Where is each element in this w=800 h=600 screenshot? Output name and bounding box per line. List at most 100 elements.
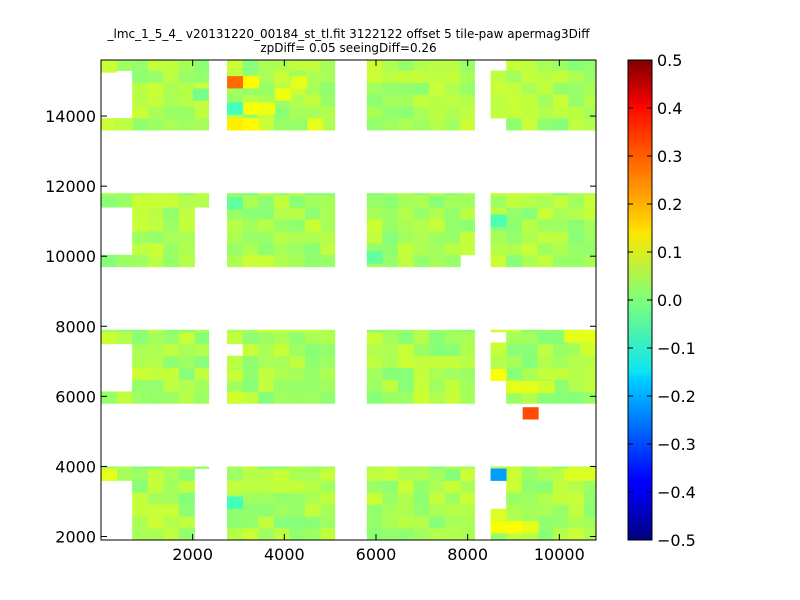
heatmap-cell (178, 207, 195, 220)
heatmap-cell (304, 60, 321, 71)
heatmap-cell (521, 492, 538, 505)
heatmap-cell (413, 70, 430, 83)
heatmap-cell (178, 331, 195, 345)
heatmap-cell (258, 379, 275, 392)
heatmap-cell (242, 331, 259, 345)
heatmap-cell (429, 219, 446, 232)
heatmap-cell (429, 329, 446, 333)
heatmap-cell (132, 230, 149, 244)
heatmap-cell (132, 219, 149, 232)
heatmap-cell (537, 343, 554, 357)
heatmap-cell (444, 492, 461, 505)
heatmap-cell (506, 331, 523, 345)
heatmap-cell (178, 492, 195, 505)
heatmap-cell (506, 195, 523, 208)
heatmap-cell (537, 106, 554, 119)
heatmap-cell (163, 193, 180, 196)
heatmap-cell (366, 528, 383, 540)
heatmap-cell (227, 230, 244, 244)
heatmap-cell (460, 343, 475, 357)
heatmap-cell (537, 480, 554, 493)
heatmap-cell (163, 367, 180, 380)
heatmap-cell (537, 504, 554, 517)
heatmap-cell-highlight (117, 118, 134, 131)
heatmap-cell (506, 504, 523, 517)
heatmap-cell (413, 106, 430, 119)
heatmap-cell (320, 106, 336, 119)
heatmap-cell (258, 466, 275, 469)
heatmap-cell (242, 528, 259, 540)
heatmap-cell (521, 355, 538, 369)
heatmap-cell (398, 254, 414, 268)
heatmap-cell (163, 94, 180, 107)
heatmap-cell (460, 391, 475, 404)
heatmap-cell (320, 504, 336, 517)
heatmap-cell (258, 343, 275, 357)
heatmap-cell (147, 60, 164, 71)
heatmap-cell (398, 466, 414, 469)
heatmap-cell (289, 118, 306, 131)
heatmap-cell (194, 379, 210, 392)
heatmap-cell (366, 219, 383, 232)
heatmap-cell (242, 468, 259, 481)
heatmap-cell-highlight (227, 102, 244, 115)
heatmap-cell (178, 528, 195, 540)
heatmap-cell (258, 219, 275, 232)
heatmap-cell (258, 367, 275, 380)
heatmap-cell (584, 254, 596, 268)
heatmap-cell (258, 193, 275, 196)
heatmap-cell-highlight (563, 468, 580, 481)
heatmap-cell (444, 355, 461, 369)
heatmap-cell (398, 492, 414, 505)
heatmap-cell (101, 331, 117, 345)
heatmap-cell (258, 331, 275, 345)
heatmap-cell (568, 219, 585, 232)
heatmap-cell (163, 468, 180, 481)
heatmap-cell (568, 355, 585, 369)
heatmap-cell (537, 355, 554, 369)
heatmap-cell (178, 466, 195, 469)
heatmap-cell (289, 528, 306, 540)
heatmap-cell (147, 492, 164, 505)
heatmap-cell (506, 60, 523, 71)
heatmap-cell (273, 230, 290, 244)
heatmap-cell (413, 468, 430, 481)
heatmap-cell (413, 230, 430, 244)
heatmap-cell (552, 504, 569, 517)
heatmap-cell (552, 355, 569, 369)
heatmap-cell (521, 219, 538, 232)
heatmap-cell (521, 118, 538, 131)
heatmap-cell (460, 230, 475, 244)
heatmap-cell (506, 329, 523, 333)
heatmap-cell (444, 94, 461, 107)
heatmap-cell (258, 242, 275, 256)
heatmap-cell (132, 106, 149, 119)
heatmap-cell (227, 60, 244, 71)
heatmap-cell-highlight (522, 380, 539, 394)
heatmap-cell (584, 379, 596, 392)
heatmap-cell (320, 355, 336, 369)
heatmap-cell (552, 82, 569, 95)
heatmap-cell (258, 504, 275, 517)
heatmap-cell-highlight (307, 118, 324, 131)
heatmap-cell (444, 118, 461, 131)
heatmap-cell (506, 528, 523, 540)
heatmap-cell (521, 331, 538, 345)
heatmap-cell (506, 343, 523, 357)
heatmap-cell (568, 379, 585, 392)
heatmap-cell (444, 516, 461, 529)
heatmap-cell (552, 207, 569, 220)
heatmap-cell (584, 492, 596, 505)
heatmap-cell (163, 516, 180, 529)
heatmap-cell (273, 480, 290, 493)
heatmap-cell (382, 118, 399, 131)
heatmap-cell (132, 118, 149, 131)
heatmap-cell (506, 219, 523, 232)
heatmap-cell (490, 242, 507, 256)
heatmap-cell (584, 466, 596, 469)
heatmap-cell (521, 195, 538, 208)
heatmap-cell (227, 355, 244, 369)
heatmap-cell (227, 242, 244, 256)
heatmap-cell (429, 94, 446, 107)
heatmap-cell (537, 219, 554, 232)
